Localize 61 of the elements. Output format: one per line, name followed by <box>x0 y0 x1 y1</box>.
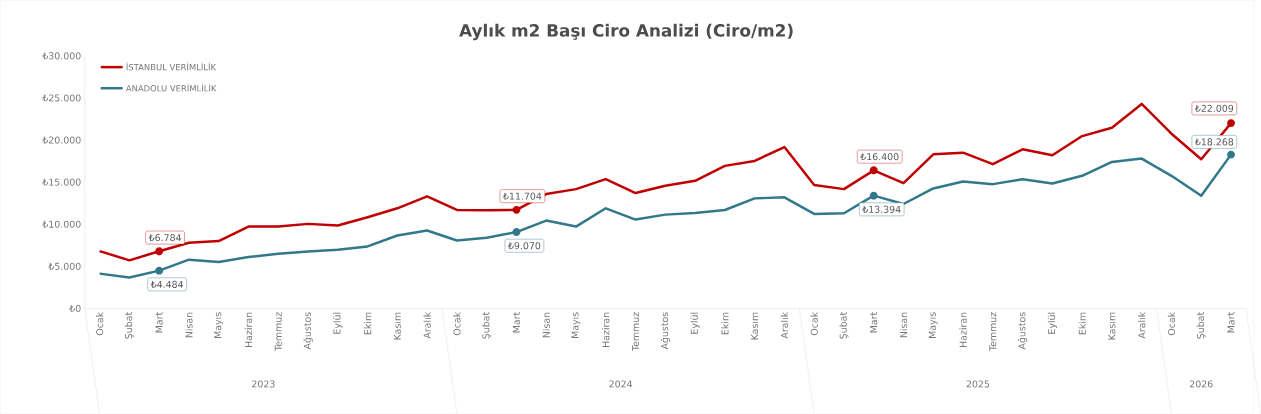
x-tick-label: Haziran <box>244 312 253 347</box>
x-tick-label: Temmuz <box>632 312 640 352</box>
x-tick-label: Mart <box>1227 312 1235 333</box>
x-tick-label: Kasım <box>393 312 401 340</box>
x-tick-label: Ağustos <box>660 312 670 350</box>
x-tick-label: Şubat <box>1196 312 1206 339</box>
data-label: ₺6.784 <box>148 234 182 242</box>
chart-title: Aylık m2 Başı Ciro Analizi (Ciro/m2) <box>459 23 793 41</box>
x-tick-label: Haziran <box>959 312 967 347</box>
data-label: ₺11.704 <box>503 192 542 200</box>
data-label: ₺9.070 <box>507 242 541 250</box>
x-tick-label: Haziran <box>602 312 610 347</box>
y-tick-label: ₺10.000 <box>42 220 81 228</box>
x-tick-label: Kasım <box>1108 312 1116 340</box>
x-tick-label: Ekim <box>364 312 372 335</box>
x-tick-label: Nisan <box>542 312 550 338</box>
data-label: ₺16.400 <box>860 153 899 161</box>
x-tick-label: Mayıs <box>928 312 938 338</box>
y-tick-label: ₺25.000 <box>42 94 81 102</box>
y-tick-label: ₺20.000 <box>42 136 81 144</box>
text: 2023 <box>252 380 275 388</box>
data-label: ₺22.009 <box>1194 104 1234 113</box>
text: 2026 <box>1189 380 1213 388</box>
legend-label: ANADOLU VERİMLİLİK <box>125 83 217 92</box>
x-tick-label: Mayıs <box>571 312 581 338</box>
x-tick-label: Aralık <box>423 311 431 339</box>
x-tick-label: Ocak <box>453 311 461 336</box>
x-tick-label: Aralık <box>780 311 789 339</box>
data-label: ₺4.484 <box>150 280 184 288</box>
x-tick-label: Şubat <box>482 312 492 339</box>
x-tick-label: Mayıs <box>214 312 224 338</box>
x-tick-label: Mart <box>870 312 878 333</box>
legend-label: İSTANBUL VERİMLİLİK <box>126 62 217 71</box>
x-tick-label: Ekim <box>721 312 729 335</box>
x-tick-label: Ocak <box>95 311 104 336</box>
x-tick-label: Eylül <box>1047 312 1057 334</box>
y-tick-label: ₺15.000 <box>42 178 81 186</box>
data-label: ₺18.268 <box>1194 138 1234 146</box>
x-tick-label: Kasım <box>751 312 759 340</box>
text: 2025 <box>966 380 990 388</box>
x-tick-label: Şubat <box>839 312 849 339</box>
y-tick-label: ₺0 <box>69 304 81 312</box>
x-tick-label: Ağustos <box>1017 312 1028 350</box>
x-tick-label: Ocak <box>810 311 818 336</box>
x-tick-label: Şubat <box>124 312 134 339</box>
text: 2024 <box>609 380 633 388</box>
x-tick-label: Mart <box>155 312 163 333</box>
x-tick-label: Eylül <box>333 312 343 334</box>
x-tick-label: Mart <box>512 312 520 333</box>
data-label: ₺13.394 <box>862 205 901 213</box>
x-tick-label: Ağustos <box>303 312 313 350</box>
x-tick-label: Temmuz <box>989 312 997 352</box>
y-tick-label: ₺30.000 <box>42 52 81 60</box>
y-tick-label: ₺5.000 <box>48 262 81 270</box>
x-tick-label: Ekim <box>1078 312 1086 335</box>
x-tick-label: Aralık <box>1138 311 1146 339</box>
x-tick-label: Eylül <box>690 312 700 334</box>
x-tick-label: Nisan <box>185 312 193 338</box>
x-tick-label: Ocak <box>1167 311 1176 336</box>
x-tick-label: Temmuz <box>274 312 282 352</box>
x-tick-label: Nisan <box>899 312 908 338</box>
